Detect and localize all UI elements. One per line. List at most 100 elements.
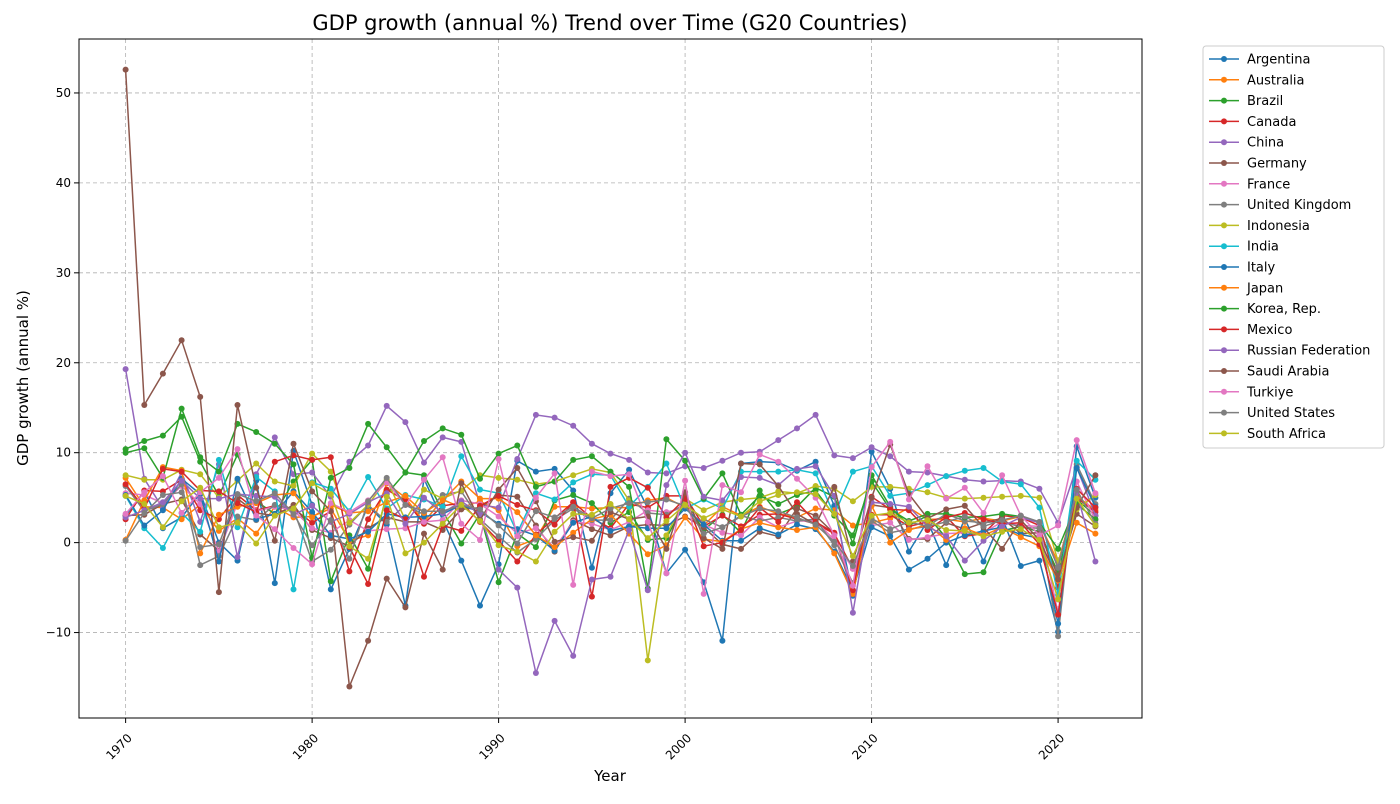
data-point (290, 505, 297, 512)
legend-marker (1221, 180, 1227, 187)
legend-item: Russian Federation (1209, 344, 1370, 359)
data-point (1092, 490, 1099, 497)
data-point (197, 562, 204, 569)
data-point (514, 533, 521, 540)
data-point (1017, 512, 1024, 519)
data-point (327, 474, 334, 481)
data-point (197, 544, 204, 551)
data-point (644, 657, 651, 664)
data-point (477, 486, 483, 493)
data-point (588, 576, 595, 583)
data-point (570, 652, 577, 659)
data-point (980, 533, 987, 540)
data-point (588, 593, 595, 600)
data-point (700, 543, 707, 550)
y-tick-label: 0 (63, 536, 71, 550)
data-point (495, 566, 502, 573)
data-point (253, 530, 260, 537)
data-point (309, 502, 316, 509)
data-point (1055, 576, 1062, 583)
data-point (495, 474, 502, 481)
data-point (383, 575, 390, 582)
data-point (849, 609, 856, 616)
data-point (1055, 596, 1062, 603)
data-point (626, 500, 633, 507)
data-point (999, 523, 1006, 530)
data-point (980, 569, 987, 576)
data-point (607, 450, 614, 457)
y-tick-label: 40 (56, 176, 71, 190)
data-point (663, 460, 670, 467)
data-point (570, 581, 577, 588)
data-point (626, 456, 633, 463)
data-point (868, 512, 875, 519)
data-point (402, 492, 409, 499)
data-point (309, 480, 316, 487)
data-point (700, 590, 707, 597)
data-point (775, 518, 782, 525)
data-point (309, 542, 316, 549)
data-point (738, 527, 744, 533)
data-point (831, 550, 838, 557)
data-point (253, 512, 260, 519)
data-point (831, 538, 838, 545)
data-point (812, 458, 819, 465)
data-point (812, 491, 819, 498)
data-point (738, 545, 744, 552)
data-point (346, 568, 353, 575)
data-point (402, 520, 409, 527)
data-point (178, 510, 185, 516)
data-point (141, 445, 148, 452)
data-point (794, 489, 800, 496)
data-point (775, 514, 782, 521)
data-point (570, 499, 577, 506)
data-point (607, 532, 614, 539)
data-point (756, 492, 763, 499)
data-point (663, 545, 670, 552)
data-point (905, 527, 912, 533)
data-point (215, 589, 222, 596)
data-point (178, 489, 185, 496)
legend-marker (1221, 305, 1227, 312)
data-point (514, 509, 521, 516)
data-point (402, 550, 409, 557)
y-tick-label: 10 (56, 446, 71, 460)
data-point (178, 498, 185, 505)
data-point (588, 468, 595, 475)
data-point (477, 602, 483, 609)
data-point (514, 584, 521, 591)
data-point (868, 464, 875, 471)
data-point (365, 565, 372, 572)
data-point (532, 544, 539, 551)
data-point (215, 511, 222, 518)
data-point (551, 544, 558, 551)
data-point (1055, 564, 1062, 571)
data-point (309, 456, 316, 463)
data-point (738, 537, 744, 544)
data-point (849, 553, 856, 560)
data-point (644, 587, 651, 594)
data-point (439, 425, 446, 432)
data-point (327, 500, 334, 507)
data-point (346, 543, 353, 550)
data-point (570, 479, 577, 486)
legend-marker (1221, 201, 1227, 208)
data-point (178, 405, 185, 412)
data-point (253, 492, 260, 499)
x-axis-label: Year (593, 767, 627, 785)
data-point (271, 580, 278, 587)
data-point (663, 470, 670, 477)
chart-title: GDP growth (annual %) Trend over Time (G… (312, 11, 907, 35)
data-point (961, 571, 968, 578)
data-point (477, 495, 483, 502)
legend-label: Canada (1247, 115, 1296, 130)
data-point (700, 465, 707, 471)
data-point (607, 527, 614, 534)
data-point (588, 564, 595, 571)
data-point (215, 558, 222, 565)
data-point (365, 637, 372, 644)
data-point (383, 518, 390, 525)
data-point (905, 496, 912, 503)
